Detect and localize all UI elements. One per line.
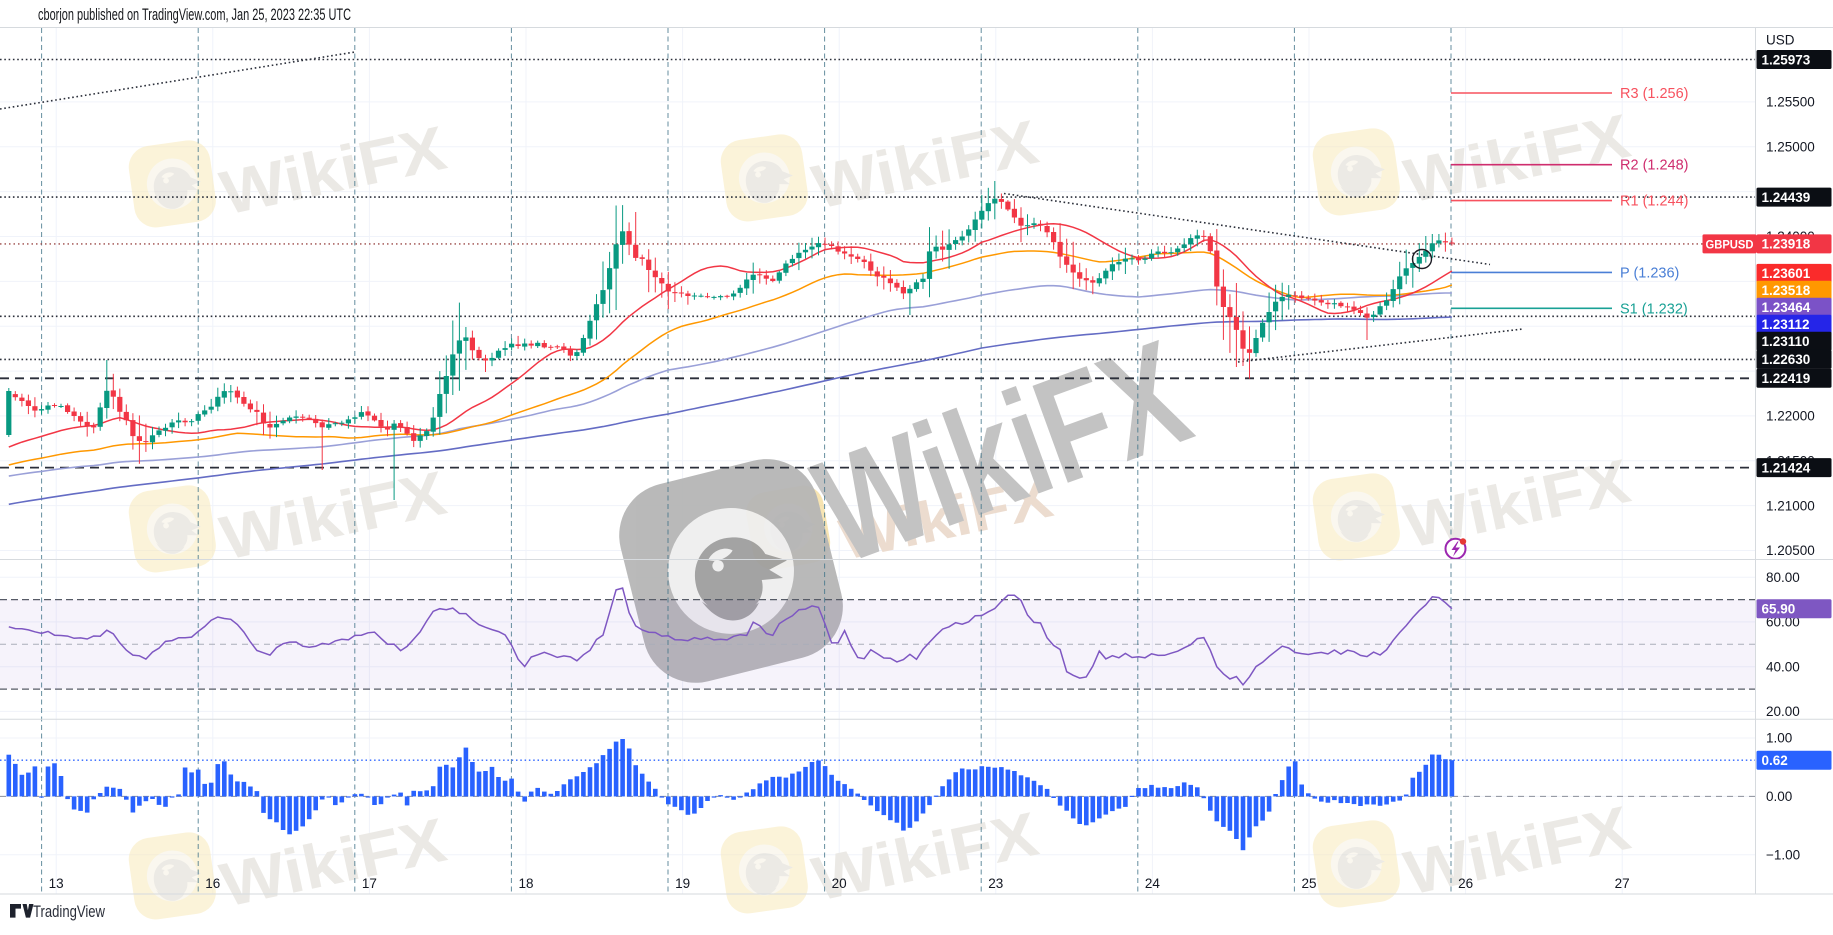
svg-text:16: 16 <box>205 876 220 891</box>
svg-text:1.22630: 1.22630 <box>1762 352 1811 367</box>
svg-text:GBPUSD: GBPUSD <box>1706 237 1754 251</box>
svg-text:TradingView: TradingView <box>33 903 105 921</box>
svg-text:26: 26 <box>1458 876 1473 891</box>
svg-text:1.21000: 1.21000 <box>1766 498 1815 513</box>
svg-text:19: 19 <box>675 876 690 891</box>
svg-text:1.22000: 1.22000 <box>1766 409 1815 424</box>
svg-text:20: 20 <box>832 876 847 891</box>
svg-text:1.23110: 1.23110 <box>1762 334 1810 349</box>
svg-text:25: 25 <box>1301 876 1316 891</box>
svg-text:1.23918: 1.23918 <box>1762 237 1811 252</box>
svg-text:1.23464: 1.23464 <box>1762 300 1811 315</box>
svg-text:1.23518: 1.23518 <box>1762 283 1811 298</box>
svg-text:USD: USD <box>1766 33 1795 48</box>
svg-text:cborjon published on TradingVi: cborjon published on TradingView.com, Ja… <box>38 5 351 24</box>
svg-text:20.00: 20.00 <box>1766 704 1800 719</box>
svg-text:27: 27 <box>1615 876 1630 891</box>
svg-text:80.00: 80.00 <box>1766 570 1800 585</box>
svg-text:1.25973: 1.25973 <box>1762 52 1811 67</box>
svg-text:17: 17 <box>362 876 377 891</box>
svg-text:18: 18 <box>518 876 533 891</box>
svg-text:R3 (1.256): R3 (1.256) <box>1620 86 1689 102</box>
svg-text:R1 (1.244): R1 (1.244) <box>1620 194 1689 210</box>
svg-text:1.23112: 1.23112 <box>1762 317 1810 332</box>
svg-text:65.90: 65.90 <box>1762 602 1796 617</box>
svg-text:1.25500: 1.25500 <box>1766 95 1815 110</box>
svg-text:0.62: 0.62 <box>1762 753 1788 768</box>
svg-text:1.24439: 1.24439 <box>1762 190 1811 205</box>
svg-text:1.21424: 1.21424 <box>1762 460 1811 475</box>
svg-text:60.00: 60.00 <box>1766 615 1800 630</box>
svg-text:1.00: 1.00 <box>1766 731 1792 746</box>
svg-text:R2 (1.248): R2 (1.248) <box>1620 158 1689 174</box>
svg-text:24: 24 <box>1145 876 1161 891</box>
svg-text:40.00: 40.00 <box>1766 659 1800 674</box>
svg-text:S1 (1.232): S1 (1.232) <box>1620 301 1688 317</box>
svg-text:1.25000: 1.25000 <box>1766 140 1815 155</box>
svg-text:1.23601: 1.23601 <box>1762 266 1811 281</box>
svg-text:1.20500: 1.20500 <box>1766 543 1815 558</box>
svg-text:0.00: 0.00 <box>1766 789 1792 804</box>
svg-text:1.22419: 1.22419 <box>1762 371 1811 386</box>
svg-text:23: 23 <box>988 876 1003 891</box>
svg-text:−1.00: −1.00 <box>1766 848 1800 863</box>
svg-text:13: 13 <box>49 876 64 891</box>
svg-text:P (1.236): P (1.236) <box>1620 265 1679 281</box>
